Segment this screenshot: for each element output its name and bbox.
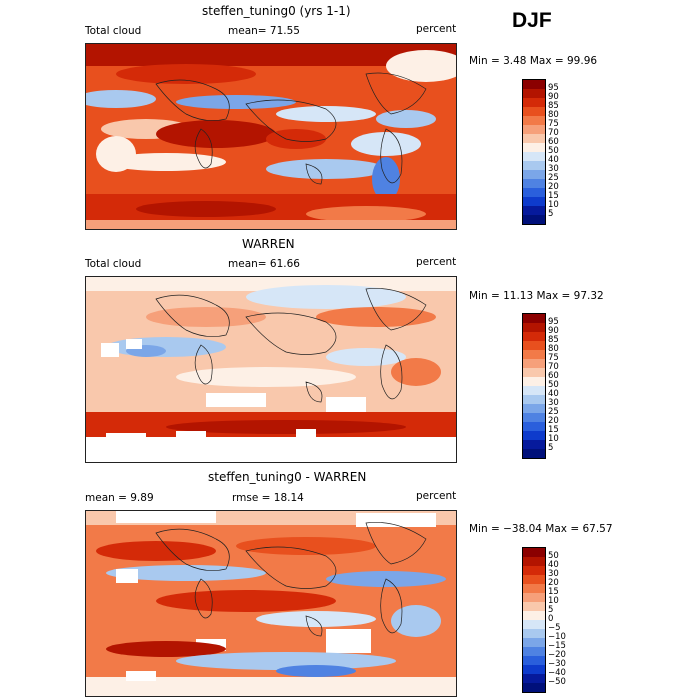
panel1-colorbar-label: 5	[548, 209, 554, 219]
panel3-colorbar-label: 40	[548, 560, 559, 570]
panel3-colorbar-box	[522, 547, 546, 693]
panel1-colorbar-label: 40	[548, 155, 559, 165]
panel2-units-label: percent	[416, 256, 457, 268]
panel3-colorbar-label: 30	[548, 569, 559, 579]
panel3-colorbar-label: 0	[548, 614, 554, 624]
panel3-colorbar-label: 10	[548, 596, 559, 606]
panel2-colorbar-label: 40	[548, 389, 559, 399]
panel3-colorbar-label: −30	[548, 659, 566, 669]
panel1-minmax: Min = 3.48 Max = 99.96	[469, 55, 598, 67]
panel2-colorbar-label: 30	[548, 398, 559, 408]
panel2-colorbar-label: 70	[548, 362, 559, 372]
panel2-colorbar-label: 50	[548, 380, 559, 390]
panel1-map	[85, 43, 457, 230]
panel1-colorbar-label: 80	[548, 110, 559, 120]
panel3-units-label: percent	[416, 490, 457, 502]
panel2-colorbar-box	[522, 313, 546, 459]
panel2-colorbar-label: 90	[548, 326, 559, 336]
panel2-title: WARREN	[242, 237, 295, 251]
panel1-colorbar-label: 10	[548, 200, 559, 210]
panel1-colorbar-label: 70	[548, 128, 559, 138]
panel3-colorbar-label: −5	[548, 623, 561, 633]
panel1-colorbar-label: 15	[548, 191, 559, 201]
panel1-colorbar-label: 25	[548, 173, 559, 183]
panel2-coastlines	[155, 288, 427, 403]
panel1-colorbar-label: 20	[548, 182, 559, 192]
panel3-colorbar-label: 50	[548, 551, 559, 561]
panel3-minmax: Min = −38.04 Max = 67.57	[469, 523, 613, 535]
panel3-coastlines	[155, 522, 427, 637]
panel1-colorbar-label: 75	[548, 119, 559, 129]
panel2-colorbar-label: 5	[548, 443, 554, 453]
panel1-colorbar-label: 60	[548, 137, 559, 147]
panel3-map	[85, 510, 457, 697]
panel3-colorbar-label: −50	[548, 677, 566, 687]
panel2-colorbar-label: 60	[548, 371, 559, 381]
panel3-colorbar-label: 5	[548, 605, 554, 615]
panel3-colorbar-label: −10	[548, 632, 566, 642]
panel3-colorbar-label: 15	[548, 587, 559, 597]
panel1-colorbar-label: 30	[548, 164, 559, 174]
panel3-title: steffen_tuning0 - WARREN	[208, 470, 367, 484]
panel2-colorbar-label: 10	[548, 434, 559, 444]
panel2-colorbar-label: 80	[548, 344, 559, 354]
panel1-colorbar-label: 95	[548, 83, 559, 93]
panel3-colorbar-label: −20	[548, 650, 566, 660]
panel3-rmse-label: rmse = 18.14	[232, 492, 304, 504]
panel1-title: steffen_tuning0 (yrs 1-1)	[202, 4, 351, 18]
panel1-units-label: percent	[416, 23, 457, 35]
panel3-colorbar-label: −15	[548, 641, 566, 651]
panel3-colorbar-label: −40	[548, 668, 566, 678]
panel2-colorbar-label: 15	[548, 425, 559, 435]
panel2-variable-label: Total cloud	[85, 258, 142, 270]
panel2-colorbar-label: 25	[548, 407, 559, 417]
panel3-colorbar-label: 20	[548, 578, 559, 588]
panel3-mean-label: mean = 9.89	[85, 492, 154, 504]
panel2-mean-label: mean= 61.66	[228, 258, 300, 270]
panel1-colorbar-label: 50	[548, 146, 559, 156]
panel1-mean-label: mean= 71.55	[228, 25, 300, 37]
panel1-variable-label: Total cloud	[85, 25, 142, 37]
season-label: DJF	[512, 9, 552, 32]
panel1-colorbar-box	[522, 79, 546, 225]
panel1-colorbar-label: 85	[548, 101, 559, 111]
panel2-map	[85, 276, 457, 463]
panel1-colorbar-label: 90	[548, 92, 559, 102]
panel2-colorbar-label: 85	[548, 335, 559, 345]
panel2-minmax: Min = 11.13 Max = 97.32	[469, 290, 604, 302]
panel1-coastlines	[155, 72, 427, 185]
panel2-colorbar-label: 75	[548, 353, 559, 363]
panel2-colorbar-label: 20	[548, 416, 559, 426]
panel2-colorbar-label: 95	[548, 317, 559, 327]
